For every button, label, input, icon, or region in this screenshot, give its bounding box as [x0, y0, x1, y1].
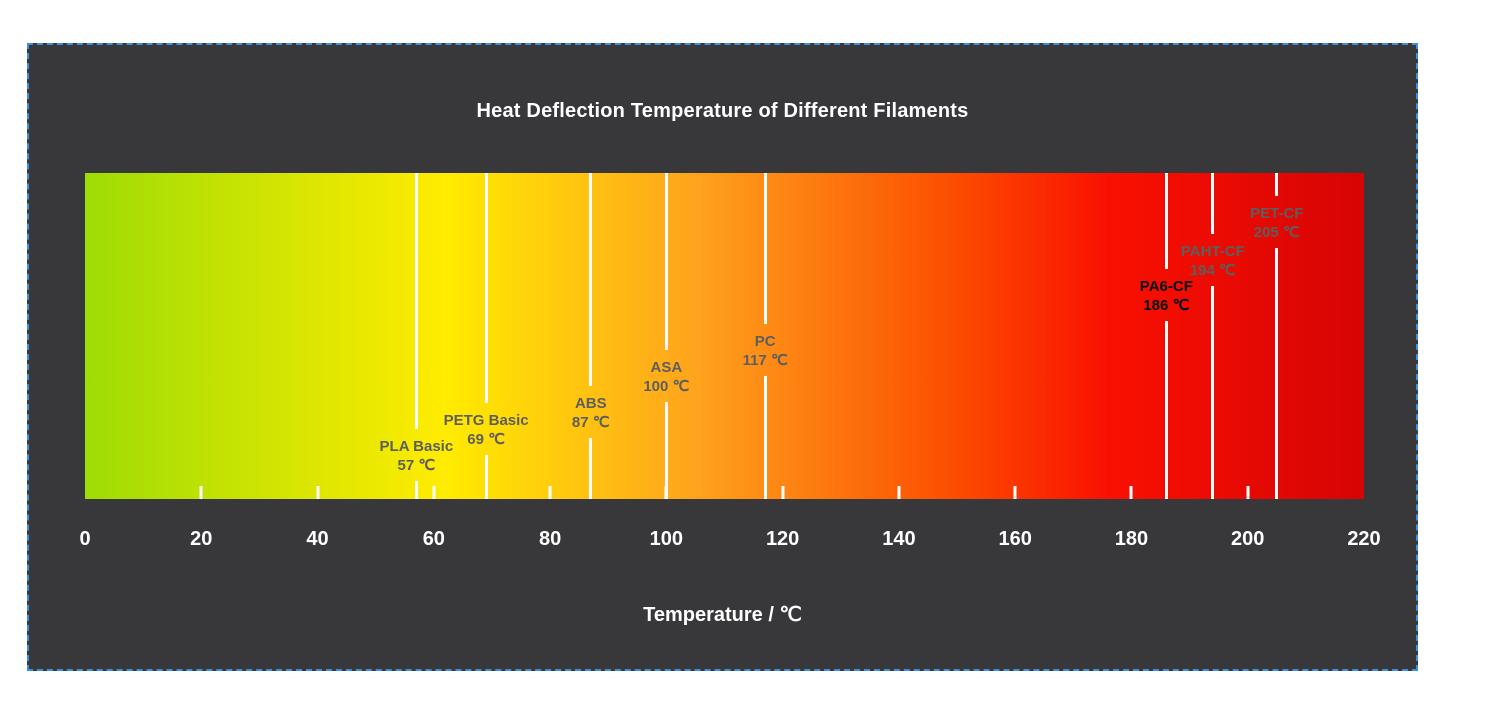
marker-line: [664, 402, 668, 499]
marker-label: PETG Basic 69 ℃: [444, 411, 529, 449]
axis-tick-label: 60: [422, 528, 445, 550]
marker-line: [484, 455, 488, 499]
marker-temp: 194 ℃: [1189, 262, 1236, 279]
marker-temp: 186 ℃: [1143, 297, 1190, 314]
axis-tick: [432, 486, 436, 499]
marker-temp: 205 ℃: [1253, 224, 1300, 241]
axis-tick-label: 180: [1114, 528, 1149, 550]
marker-name: PAHT-CF: [1180, 243, 1245, 260]
marker-label: ABS 87 ℃: [572, 394, 610, 432]
marker-temp: 100 ℃: [643, 378, 690, 395]
axis-tick-label: 100: [649, 528, 684, 550]
marker-line: [763, 173, 767, 324]
marker-label: PET-CF 205 ℃: [1250, 204, 1303, 242]
marker-name: PETG Basic: [443, 412, 529, 429]
marker-name: ABS: [574, 395, 607, 412]
marker-temp: 117 ℃: [742, 352, 788, 369]
marker-label: PLA Basic 57 ℃: [380, 437, 454, 475]
axis-tick-label: 200: [1231, 528, 1265, 550]
marker-line: [484, 173, 488, 403]
marker-line: [763, 376, 767, 499]
axis-tick-label: 80: [538, 528, 562, 550]
marker-name: PLA Basic: [379, 438, 454, 455]
axis-tick: [781, 486, 785, 499]
marker-name: PA6-CF: [1139, 278, 1193, 295]
marker-line: [1275, 248, 1279, 499]
axis-tick: [1013, 486, 1017, 499]
marker-label: PA6-CF 186 ℃: [1140, 277, 1193, 315]
marker-line: [1211, 286, 1215, 499]
chart-panel: Heat Deflection Temperature of Different…: [27, 43, 1418, 671]
marker-name: PC: [754, 333, 776, 350]
axis-tick-label: 160: [998, 528, 1032, 550]
x-axis-title: Temperature / ℃: [643, 604, 802, 626]
chart-title: Heat Deflection Temperature of Different…: [476, 100, 969, 122]
marker-temp: 87 ℃: [571, 414, 610, 431]
axis-tick-label: 40: [306, 528, 329, 550]
marker-name: ASA: [650, 359, 683, 376]
marker-line: [664, 173, 668, 350]
axis-tick: [1246, 486, 1250, 499]
marker-temp: 69 ℃: [467, 431, 505, 448]
axis-tick: [1129, 486, 1133, 499]
axis-tick-label: 20: [190, 528, 213, 550]
axis-tick-label: 120: [765, 528, 800, 550]
marker-line: [414, 173, 418, 429]
x-axis-tick-labels: 0 20 40 60 80 100 120 140 160 180 200 220: [79, 528, 1380, 552]
marker-line: [1164, 173, 1168, 269]
marker-line: [1164, 321, 1168, 499]
marker-line: [589, 173, 593, 386]
marker-label: PAHT-CF 194 ℃: [1181, 242, 1245, 280]
marker-name: PET-CF: [1250, 205, 1304, 222]
axis-tick-label: 220: [1347, 528, 1381, 550]
marker-label: PC 117 ℃: [743, 332, 788, 370]
marker-line: [1211, 173, 1215, 234]
marker-line: [414, 481, 418, 499]
marker-label: ASA 100 ℃: [643, 358, 689, 396]
gradient-bar: [85, 173, 1364, 499]
axis-tick: [199, 486, 203, 499]
marker-temp: 57 ℃: [397, 457, 436, 474]
axis-tick: [548, 486, 552, 499]
axis-tick: [316, 486, 320, 499]
axis-tick-label: 0: [79, 528, 91, 550]
marker-line: [589, 438, 593, 499]
plot-area: PLA Basic 57 ℃ PETG Basic 69 ℃ ABS 87 ℃ ASA 100…: [85, 173, 1364, 499]
marker-line: [1275, 173, 1279, 196]
axis-tick-label: 140: [882, 528, 916, 550]
axis-tick: [897, 486, 901, 499]
